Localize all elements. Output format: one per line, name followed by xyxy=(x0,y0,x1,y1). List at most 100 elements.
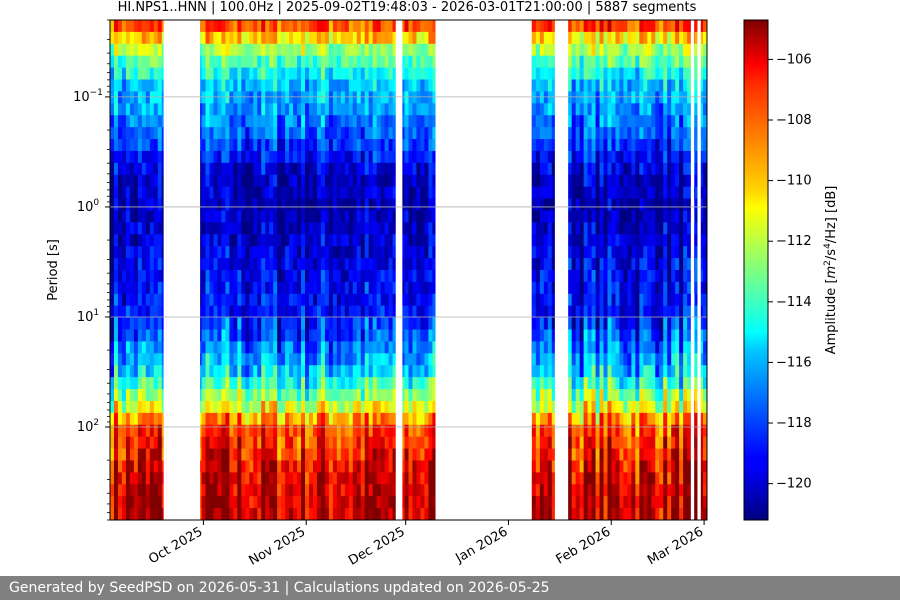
spectrogram-cell xyxy=(687,162,692,176)
spectrogram-cell xyxy=(547,246,553,259)
spectrogram-cell xyxy=(265,281,270,295)
spectrogram-cell xyxy=(145,43,151,57)
spectrogram-cell xyxy=(539,139,545,152)
spectrogram-cell xyxy=(301,341,306,354)
spectrogram-cell xyxy=(265,43,270,57)
spectrogram-cell xyxy=(281,281,286,295)
spectrogram-cell xyxy=(412,115,418,128)
spectrogram-cell xyxy=(663,365,668,378)
spectrogram-cell xyxy=(635,353,640,366)
spectrogram-cell xyxy=(348,139,354,152)
spectrogram-cell xyxy=(344,139,350,152)
spectrogram-cell xyxy=(217,20,223,33)
spectrogram-cell xyxy=(591,127,597,140)
spectrogram-cell xyxy=(635,293,640,307)
spectrogram-cell xyxy=(699,198,704,212)
spectrogram-cell xyxy=(273,43,278,57)
spectrogram-cell xyxy=(285,186,290,200)
spectrogram-cell xyxy=(344,293,350,307)
spectrogram-cell xyxy=(364,115,370,128)
spectrogram-cell xyxy=(316,103,322,116)
spectrogram-cell xyxy=(217,400,223,414)
spectrogram-cell xyxy=(273,412,278,426)
spectrogram-cell xyxy=(655,186,660,200)
spectrogram-cell xyxy=(277,353,282,366)
spectrogram-cell xyxy=(412,139,418,152)
spectrogram-cell xyxy=(281,246,286,259)
spectrogram-cell xyxy=(420,174,426,188)
spectrogram-cell xyxy=(340,79,346,93)
spectrogram-cell xyxy=(336,341,342,354)
spectrogram-cell xyxy=(380,150,386,164)
spectrogram-cell xyxy=(376,293,382,307)
spectrogram-cell xyxy=(316,79,322,93)
spectrogram-cell xyxy=(663,79,668,93)
spectrogram-cell xyxy=(249,162,254,176)
spectrogram-cell xyxy=(348,234,354,247)
spectrogram-cell xyxy=(623,317,628,331)
spectrogram-cell xyxy=(703,365,707,378)
spectrogram-cell xyxy=(595,91,601,104)
spectrogram-cell xyxy=(257,20,262,33)
spectrogram-cell xyxy=(615,127,621,140)
spectrogram-cell xyxy=(348,103,354,116)
spectrogram-cell xyxy=(125,293,131,307)
spectrogram-cell xyxy=(619,377,625,390)
spectrogram-cell xyxy=(137,31,143,45)
spectrogram-cell xyxy=(583,67,589,81)
spectrogram-cell xyxy=(305,281,310,295)
spectrogram-cell xyxy=(587,400,593,414)
spectrogram-cell xyxy=(225,210,230,223)
spectrogram-cell xyxy=(205,79,211,93)
spectrogram-cell xyxy=(643,377,648,390)
spectrogram-cell xyxy=(141,341,147,354)
spectrogram-cell xyxy=(121,43,127,57)
spectrogram-cell xyxy=(551,377,557,390)
spectrogram-cell xyxy=(595,389,601,402)
spectrogram-cell xyxy=(603,91,609,104)
spectrogram-cell xyxy=(599,162,605,176)
spectrogram-cell xyxy=(344,353,350,366)
spectrogram-cell xyxy=(328,246,334,259)
spectrogram-cell xyxy=(432,186,437,200)
spectrogram-cell xyxy=(543,43,549,57)
spectrogram-cell xyxy=(567,115,573,128)
spectrogram-cell xyxy=(332,198,338,212)
spectrogram-cell xyxy=(404,127,410,140)
spectrogram-cell xyxy=(368,270,374,283)
spectrogram-cell xyxy=(297,31,302,45)
spectrogram-cell xyxy=(683,127,688,140)
spectrogram-cell xyxy=(141,258,147,271)
spectrogram-cell xyxy=(360,43,366,57)
spectrogram-cell xyxy=(579,353,585,366)
spectrogram-cell xyxy=(305,305,310,319)
spectrogram-cell xyxy=(328,91,334,104)
spectrogram-cell xyxy=(261,341,266,354)
spectrogram-cell xyxy=(213,31,219,45)
spectrogram-cell xyxy=(703,305,707,319)
spectrogram-cell xyxy=(245,365,250,378)
spectrogram-cell xyxy=(547,293,553,307)
spectrogram-cell xyxy=(289,258,294,271)
spectrogram-cell xyxy=(356,198,362,212)
spectrogram-cell xyxy=(420,150,426,164)
spectrogram-cell xyxy=(428,139,433,152)
spectrogram-cell xyxy=(265,174,270,188)
spectrogram-cell xyxy=(117,162,123,176)
spectrogram-cell xyxy=(603,341,609,354)
spectrogram-cell xyxy=(316,127,322,140)
spectrogram-cell xyxy=(336,377,342,390)
spectrogram-cell xyxy=(372,55,378,69)
spectrogram-cell xyxy=(412,55,418,69)
spectrogram-cell xyxy=(110,43,115,57)
spectrogram-cell xyxy=(428,174,433,188)
spectrogram-cell xyxy=(575,246,581,259)
spectrogram-cell xyxy=(110,91,115,104)
spectrogram-cell xyxy=(117,377,123,390)
spectrogram-cell xyxy=(340,329,346,343)
spectrogram-cell xyxy=(404,377,410,390)
spectrogram-cell xyxy=(297,162,302,176)
spectrogram-cell xyxy=(575,222,581,235)
spectrogram-cell xyxy=(631,353,636,366)
spectrogram-cell xyxy=(699,222,704,235)
